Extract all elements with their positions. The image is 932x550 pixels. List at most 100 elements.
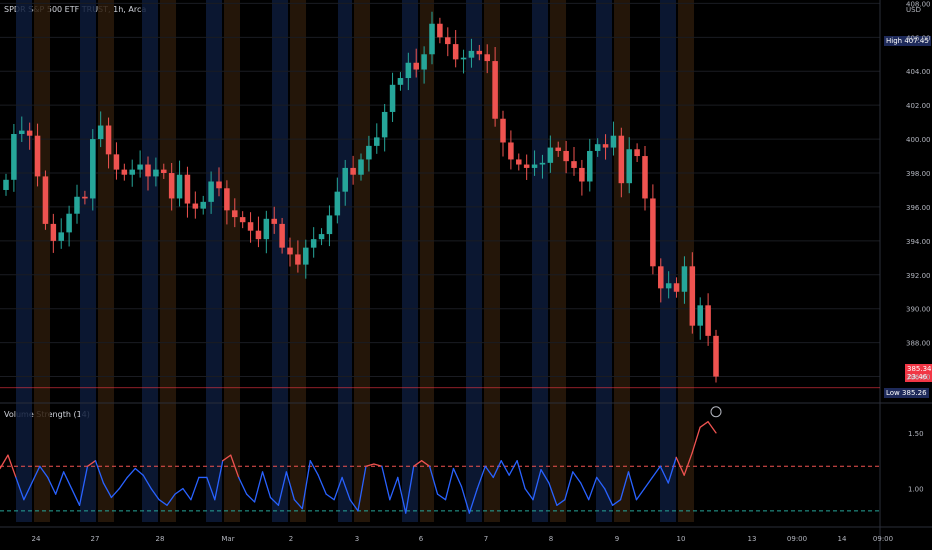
session-band [206, 0, 222, 522]
volume-strength-segment [611, 499, 622, 506]
session-band [614, 0, 630, 522]
candle-body [129, 169, 135, 175]
session-band [142, 0, 158, 522]
volume-strength-segment [15, 476, 25, 501]
candle-body [26, 130, 33, 136]
volume-strength-segment [285, 471, 296, 501]
candle-body [318, 234, 325, 240]
volume-strength-segment [707, 421, 717, 434]
x-tick-label: 09:00 [873, 535, 893, 543]
y-tick-label: 408.00 [906, 0, 931, 8]
volume-strength-segment [70, 487, 81, 506]
session-band [532, 0, 548, 522]
volume-strength-segment [460, 485, 471, 514]
high-value: 407.45 [904, 37, 929, 45]
session-band [660, 0, 676, 522]
session-band [420, 0, 434, 522]
volume-strength-segment [397, 476, 407, 514]
volume-strength-segment [651, 465, 661, 479]
candle-body [673, 283, 680, 292]
volume-strength-segment [174, 487, 184, 495]
candle-body [295, 254, 301, 265]
high-label: High [886, 37, 903, 45]
interval[interactable]: 1h [113, 5, 124, 14]
candle-body [626, 149, 632, 184]
candle-body [602, 144, 609, 148]
x-tick-label: 24 [32, 535, 41, 543]
volume-strength-segment [484, 465, 494, 479]
candle-body [539, 162, 546, 165]
candle-body [137, 164, 143, 170]
volume-strength-segment [190, 476, 200, 501]
y-tick-label: 400.00 [906, 136, 931, 144]
candle-body [303, 247, 309, 265]
x-tick-label: 2 [289, 535, 293, 543]
volume-strength-segment [556, 499, 566, 506]
volume-strength-segment [548, 482, 558, 506]
candle-body [579, 167, 585, 182]
volume-strength-segment [365, 463, 375, 467]
volume-strength-segment [468, 487, 478, 514]
volume-strength-segment [47, 476, 57, 495]
volume-strength-segment [373, 463, 383, 467]
y-tick-label: 388.00 [906, 340, 931, 348]
candle-body [665, 283, 672, 289]
x-tick-label: 8 [549, 535, 553, 543]
volume-strength-segment [476, 465, 486, 490]
candle-body [571, 161, 577, 168]
candle-body [705, 305, 711, 336]
volume-strength-segment [675, 456, 685, 476]
candle-body [374, 137, 380, 146]
candle-body [381, 111, 388, 138]
candle-body [34, 135, 41, 177]
session-band [80, 0, 96, 522]
currency-label[interactable]: USD [906, 6, 921, 14]
candle-body [271, 218, 277, 224]
last-price-tag: 385.34 23:46 [905, 364, 932, 382]
volume-strength-segment [325, 493, 335, 501]
session-band [678, 0, 694, 522]
volume-strength-segment [413, 460, 423, 467]
volume-strength-segment [564, 471, 574, 501]
candle-body [192, 203, 199, 209]
y-tick-label: 404.00 [906, 68, 931, 76]
event-marker [710, 406, 722, 418]
session-band [484, 0, 500, 522]
candle-body [642, 156, 648, 199]
candle-body [516, 159, 522, 165]
candle-body [232, 210, 238, 218]
x-tick-label: 10 [677, 535, 686, 543]
volume-strength-segment [643, 476, 654, 490]
x-tick-label: 7 [484, 535, 488, 543]
candle-body [618, 135, 625, 184]
candle-body [3, 179, 9, 190]
candle-body [239, 217, 246, 223]
candle-body [413, 62, 419, 70]
session-band [98, 0, 114, 522]
low-price-tag: Low 385.26 [884, 388, 929, 398]
x-tick-label: 28 [156, 535, 165, 543]
session-band [402, 0, 418, 522]
candle-body [19, 130, 25, 134]
low-value: 385.26 [902, 389, 927, 397]
volume-strength-segment [269, 496, 280, 506]
candle-body [508, 142, 514, 160]
candle-body [452, 44, 459, 60]
y-tick-label: 402.00 [906, 102, 931, 110]
y-tick-label: 392.00 [906, 272, 931, 280]
candle-body [82, 196, 88, 199]
candle-body [97, 125, 104, 140]
volume-strength-segment [142, 474, 152, 490]
volume-strength-segment [381, 465, 391, 501]
volume-strength-segment [667, 456, 677, 484]
symbol-name[interactable]: SPDR S&P 500 ETF TRUST [4, 5, 109, 14]
candle-body [547, 147, 554, 163]
candle-body [389, 84, 396, 112]
y-tick-label: 396.00 [906, 204, 931, 212]
candle-body [145, 164, 151, 177]
candle-body [326, 215, 333, 235]
volume-strength-segment [150, 487, 160, 501]
candle-body [437, 23, 443, 38]
candle-body [168, 173, 175, 199]
